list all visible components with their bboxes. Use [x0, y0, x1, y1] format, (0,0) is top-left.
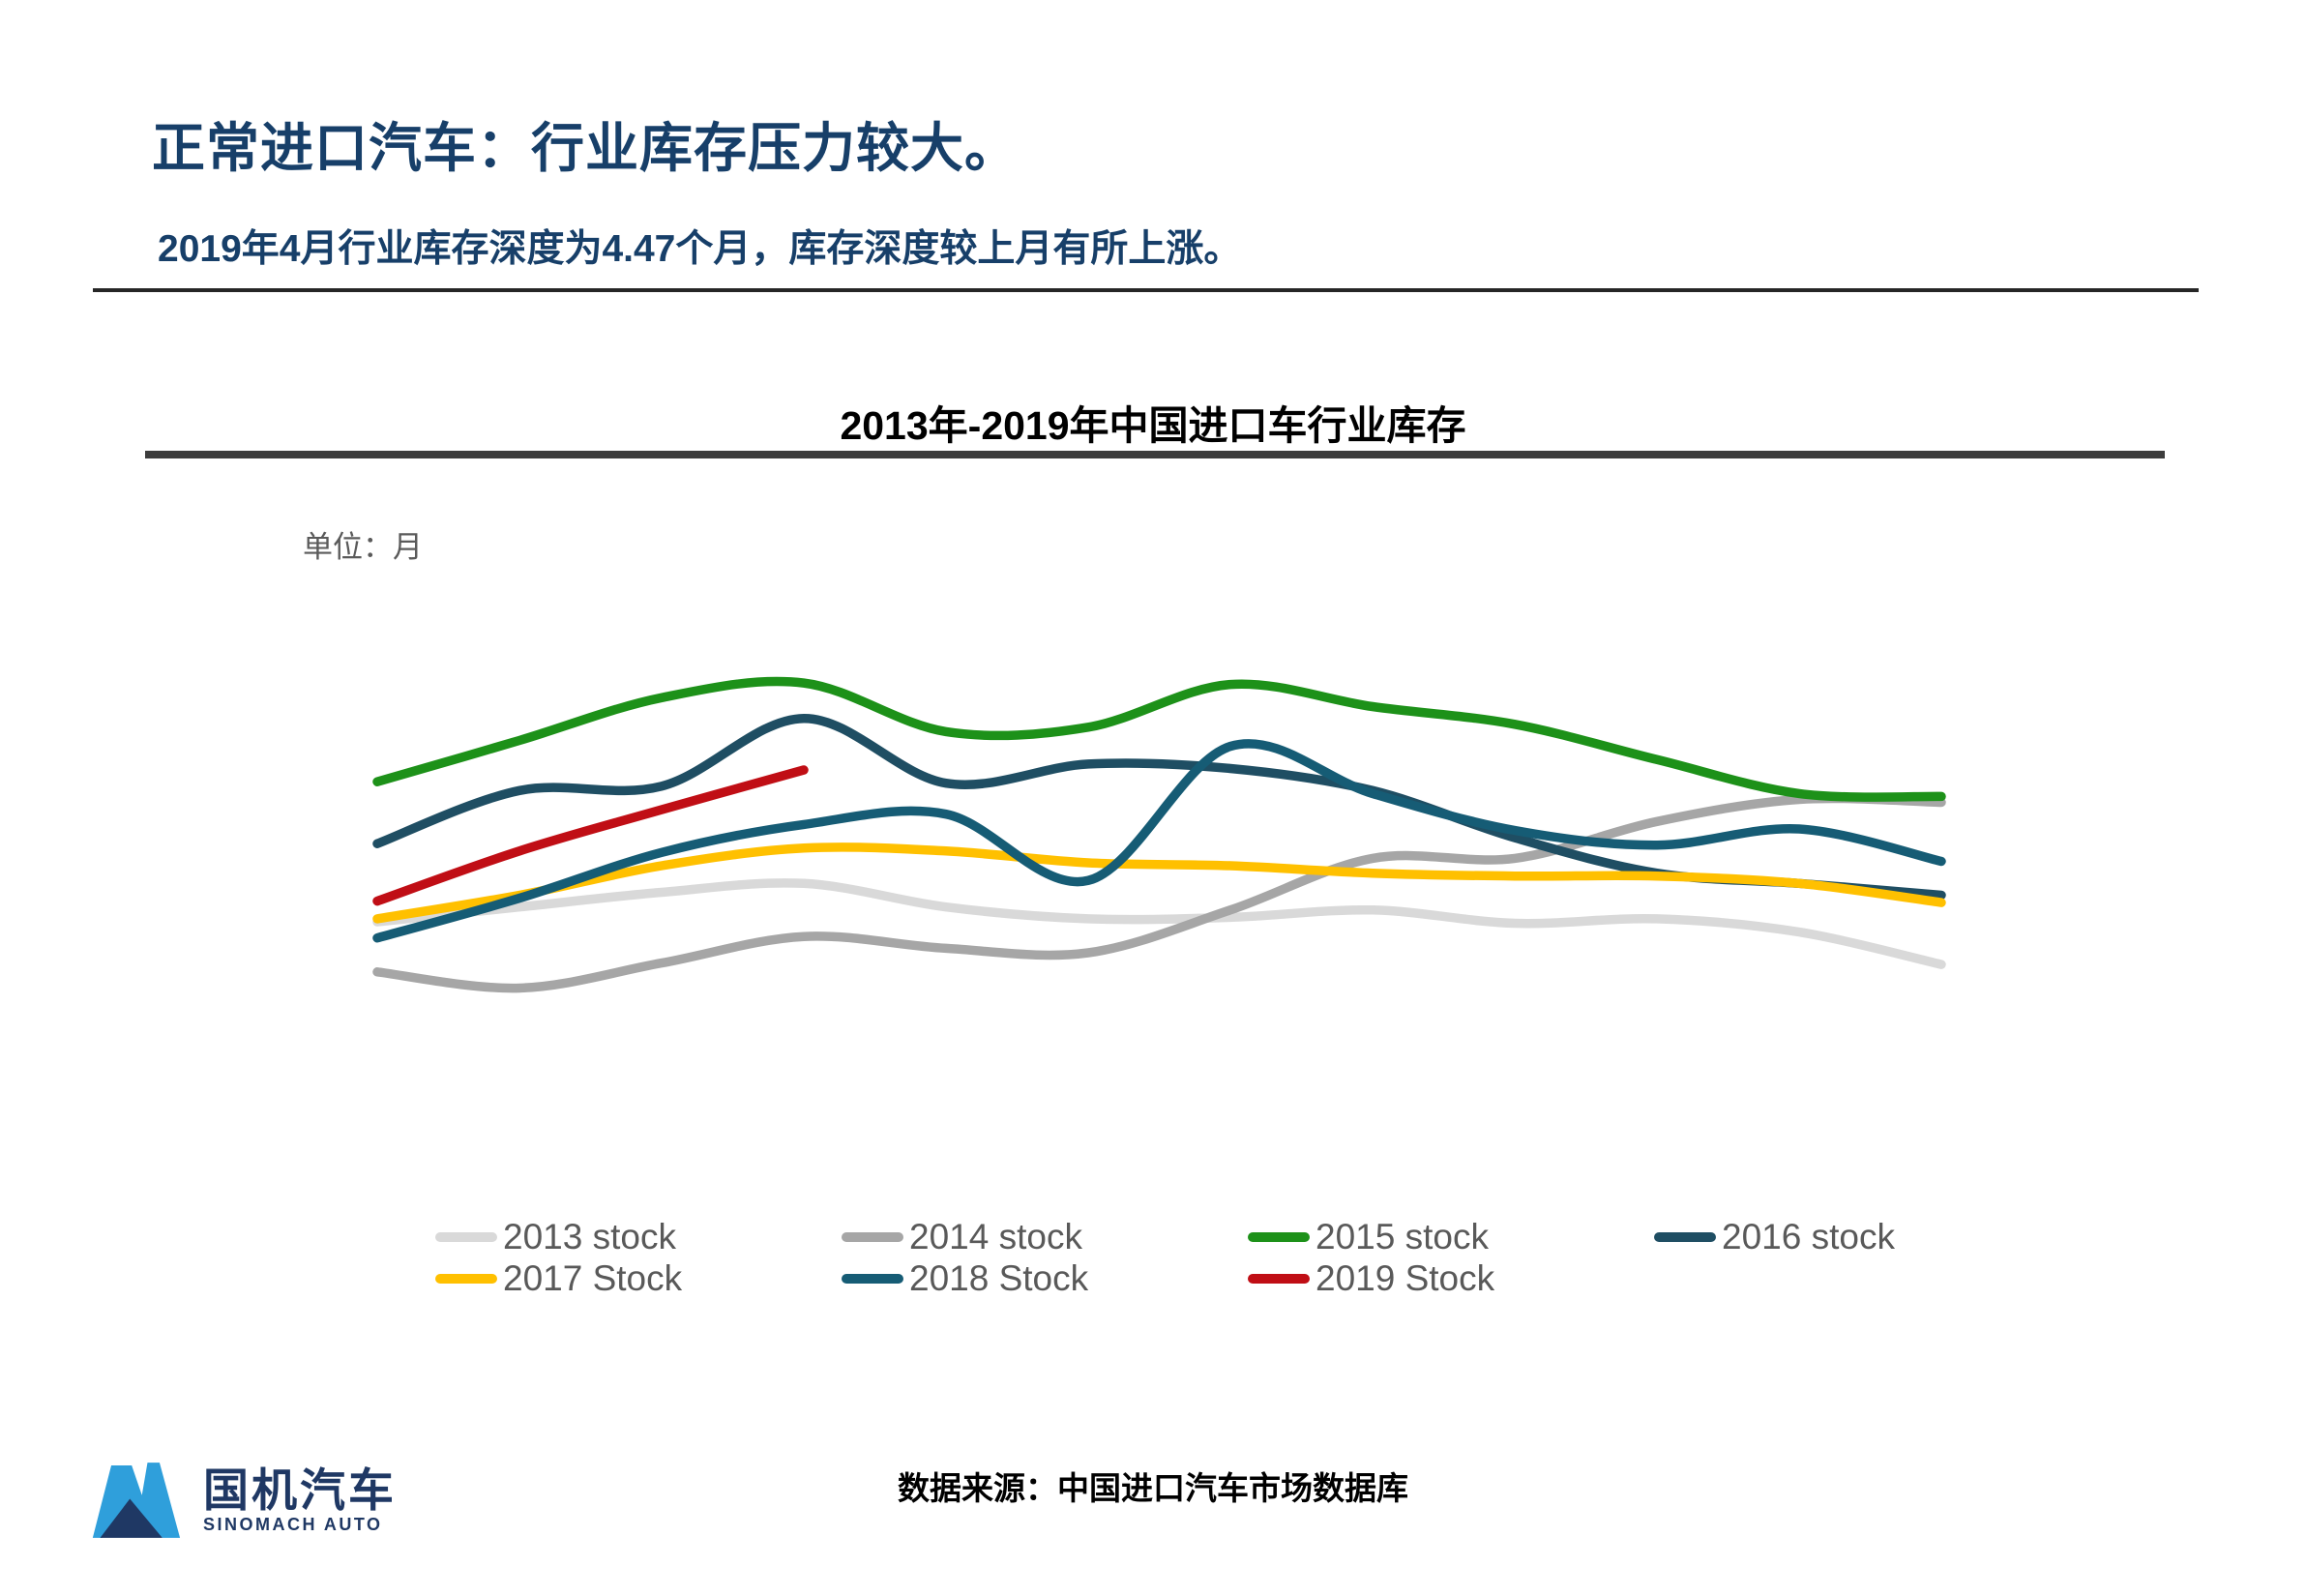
- unit-label: 单位：月: [303, 530, 423, 564]
- legend-swatch-2017: [435, 1274, 497, 1284]
- legend-label: 2013 stock: [503, 1217, 676, 1256]
- legend-swatch-2015: [1248, 1232, 1310, 1242]
- legend-swatch-2016: [1654, 1232, 1716, 1242]
- page-subtitle: 2019年4月行业库存深度为4.47个月，库存深度较上月有所上涨。: [158, 228, 1242, 270]
- legend-label: 2017 Stock: [503, 1258, 683, 1298]
- legend-label: 2015 stock: [1316, 1217, 1489, 1256]
- legend-item-2017: 2017 Stock: [435, 1258, 682, 1299]
- legend-item-2014: 2014 stock: [842, 1217, 1082, 1257]
- series-line-2018: [372, 739, 1946, 943]
- legend-label: 2016 stock: [1722, 1217, 1895, 1256]
- legend-swatch-2013: [435, 1232, 497, 1242]
- legend-item-2019: 2019 Stock: [1248, 1258, 1494, 1299]
- sinomach-logo-icon: [92, 1463, 181, 1538]
- legend-label: 2014 stock: [909, 1217, 1082, 1256]
- legend-item-2013: 2013 stock: [435, 1217, 676, 1257]
- chart-title: 2013年-2019年中国进口车行业库存: [840, 403, 1466, 448]
- legend-item-2016: 2016 stock: [1654, 1217, 1895, 1257]
- company-logo: 国机汽车 SINOMACH AUTO: [89, 1453, 397, 1548]
- series-line-2014: [372, 793, 1946, 993]
- series-line-2013: [372, 878, 1946, 969]
- data-source-note: 数据来源：中国进口汽车市场数据库: [898, 1470, 1408, 1506]
- legend-swatch-2014: [842, 1232, 903, 1242]
- logo-english-name: SINOMACH AUTO: [203, 1515, 383, 1535]
- header-divider: [93, 288, 2199, 292]
- legend-swatch-2019: [1248, 1274, 1310, 1284]
- legend-swatch-2018: [842, 1274, 903, 1284]
- series-line-2017: [372, 842, 1946, 924]
- legend-item-2018: 2018 Stock: [842, 1258, 1088, 1299]
- page-title: 正常进口汽车：行业库存压力较大。: [152, 118, 1020, 178]
- chart-title-underline: [145, 451, 2165, 458]
- series-line-2015: [372, 676, 1946, 802]
- logo-chinese-name: 国机汽车: [203, 1463, 397, 1516]
- series-line-2019: [372, 765, 809, 906]
- legend-item-2015: 2015 stock: [1248, 1217, 1489, 1257]
- legend-label: 2019 Stock: [1316, 1258, 1495, 1298]
- legend-label: 2018 Stock: [909, 1258, 1089, 1298]
